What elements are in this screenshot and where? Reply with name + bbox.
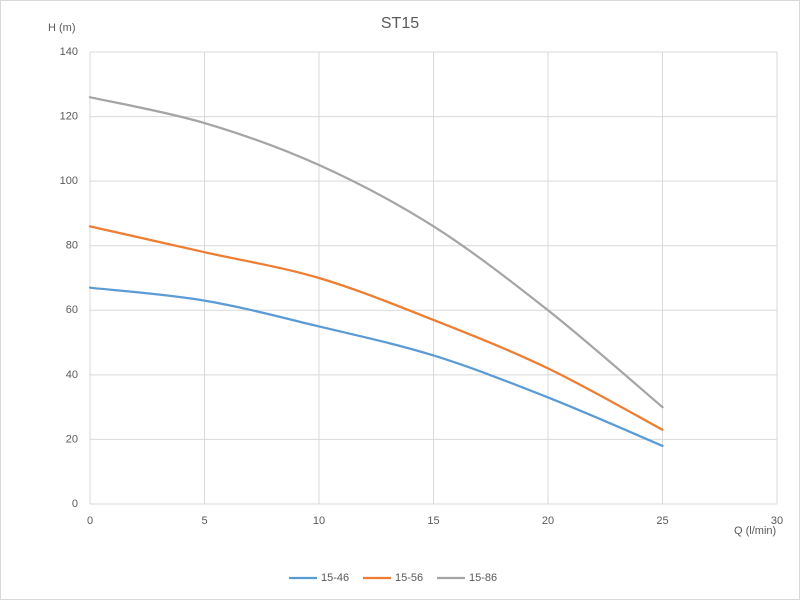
y-tick-label: 100 bbox=[60, 175, 78, 187]
y-tick-label: 140 bbox=[60, 46, 78, 58]
x-tick-label: 5 bbox=[201, 515, 207, 527]
y-tick-label: 20 bbox=[66, 433, 78, 445]
x-axis-label: Q (l/min) bbox=[734, 525, 776, 537]
y-tick-label: 0 bbox=[72, 498, 78, 510]
legend-label: 15-86 bbox=[469, 572, 497, 584]
y-tick-label: 40 bbox=[66, 369, 78, 381]
y-axis-label: H (m) bbox=[48, 22, 76, 34]
x-tick-label: 20 bbox=[542, 515, 554, 527]
legend-label: 15-56 bbox=[395, 572, 423, 584]
legend-label: 15-46 bbox=[321, 572, 349, 584]
x-tick-label: 10 bbox=[313, 515, 325, 527]
y-tick-label: 80 bbox=[66, 240, 78, 252]
x-tick-label: 30 bbox=[771, 515, 783, 527]
y-tick-label: 120 bbox=[60, 110, 78, 122]
x-tick-label: 0 bbox=[87, 515, 93, 527]
y-tick-label: 60 bbox=[66, 304, 78, 316]
x-tick-label: 25 bbox=[656, 515, 668, 527]
line-series bbox=[88, 225, 664, 431]
chart-title: ST15 bbox=[381, 15, 419, 32]
line-series bbox=[88, 286, 664, 448]
line-series bbox=[88, 96, 664, 409]
x-tick-label: 15 bbox=[427, 515, 439, 527]
